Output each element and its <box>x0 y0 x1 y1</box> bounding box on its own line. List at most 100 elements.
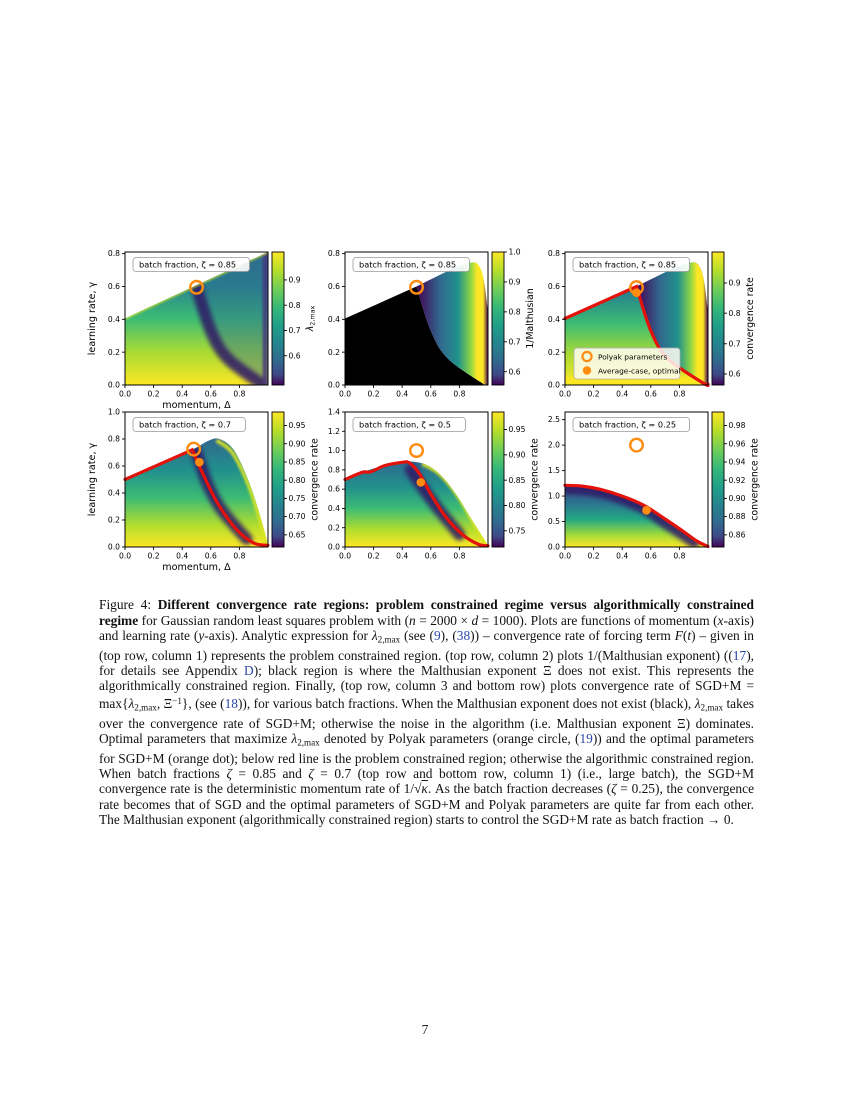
polyak-parameters-marker <box>186 441 202 457</box>
caption-segment: ) – given in (top row, column 1) represe… <box>99 627 754 663</box>
average-case-optimal-marker <box>195 457 204 467</box>
y-tick-label: 0.0 <box>328 381 340 390</box>
y-tick-label: 0.5 <box>548 517 560 526</box>
batch-fraction-label: batch fraction, ζ = 0.85 <box>579 260 676 270</box>
caption-segment: Different convergence rate regions: prob… <box>99 597 754 628</box>
colorbar-frame <box>491 251 505 386</box>
colorbar-tick-label: 0.80 <box>289 476 306 485</box>
x-tick-label: 0.2 <box>368 390 380 399</box>
caption-segment: λ <box>371 627 378 643</box>
red-boundary-line <box>343 460 490 548</box>
x-tick-label: 0.6 <box>205 552 217 561</box>
batch-fraction-box <box>132 417 246 432</box>
colorbar-tick-label: 0.7 <box>509 337 521 346</box>
x-tick-label: 0.8 <box>673 552 685 561</box>
average-case-optimal-marker <box>632 288 641 298</box>
colorbar-tick-label: 0.7 <box>729 339 741 348</box>
colorbar-tick-label: 0.8 <box>509 307 521 316</box>
colorbar-axis-label: convergence rate <box>529 438 540 521</box>
plot-frame <box>564 251 709 386</box>
colorbar-axis-label: 1/Malthusian <box>525 288 536 348</box>
caption-segment: Figure 4: <box>99 597 158 613</box>
caption-segment: ζ <box>226 766 232 782</box>
red-boundary-line <box>563 483 710 549</box>
reference-link[interactable]: 18 <box>224 695 238 711</box>
y-tick-label: 0.6 <box>108 462 120 471</box>
colorbar-tick-label: 0.85 <box>509 476 526 485</box>
legend-entry-label: Average-case, optimal <box>598 366 681 375</box>
plot-frame <box>564 411 709 548</box>
caption-segment: F <box>674 627 683 643</box>
y-tick-label: 0.8 <box>548 249 560 258</box>
colorbar: 0.6 0.7 0.8 0.9 λ2,max <box>271 251 317 386</box>
batch-fraction-label: batch fraction, ζ = 0.7 <box>139 420 231 430</box>
reference-link[interactable]: 17 <box>732 647 747 663</box>
plot-frame <box>344 251 489 386</box>
polyak-parameters-marker <box>629 437 645 453</box>
reference-link[interactable]: D <box>244 663 254 679</box>
colorbar-tick-label: 1.0 <box>509 248 521 257</box>
caption-segment: , Ξ <box>156 695 173 711</box>
x-tick-label: 0.0 <box>339 390 351 399</box>
colorbar-axis-label: convergence rate <box>749 438 760 521</box>
y-tick-label: 1.0 <box>548 492 560 501</box>
legend-filled-circle-icon <box>582 366 592 375</box>
colorbar-tick-label: 0.90 <box>509 450 526 459</box>
colorbar-tick-label: 0.8 <box>729 309 741 318</box>
batch-fraction-label: batch fraction, ζ = 0.25 <box>579 420 676 430</box>
x-tick-label: 0.4 <box>616 552 628 561</box>
colorbar-tick-label: 0.7 <box>289 326 301 335</box>
polyak-parameters-marker <box>188 279 204 295</box>
y-tick-label: 0.0 <box>548 381 560 390</box>
caption-segment: 2,max <box>134 702 157 713</box>
x-tick-label: 0.0 <box>339 552 351 561</box>
x-tick-label: 0.2 <box>588 390 600 399</box>
subplot-inv-malthusian-zeta085: 0.0 0.2 0.4 0.6 0.8 0.0 0.2 0.4 0.6 0.8 batch frac… <box>328 248 536 399</box>
caption-segment: λ <box>694 695 701 711</box>
polyak-parameters-marker <box>629 280 645 296</box>
y-tick-label: 1.0 <box>108 408 120 417</box>
colorbar-tick-label: 0.90 <box>729 494 746 503</box>
caption-segment: ζ <box>611 781 617 797</box>
y-tick-label: 0.2 <box>108 348 120 357</box>
x-tick-label: 0.8 <box>233 552 245 561</box>
caption-segment: ); black region is where the Malthusian … <box>99 663 754 711</box>
caption-segment: ), for details see Appendix <box>99 647 754 679</box>
colorbar-tick-label: 0.70 <box>289 512 306 521</box>
x-tick-label: 0.2 <box>148 390 160 399</box>
caption-segment: = 1000). Plots are functions of momentum… <box>478 612 718 628</box>
batch-fraction-label: batch fraction, ζ = 0.85 <box>359 260 456 270</box>
average-case-optimal-marker <box>642 506 651 515</box>
plot-frame <box>124 411 269 548</box>
caption-segment: = 0.25), the convergence rate becomes th… <box>99 781 755 827</box>
caption-segment: )) and the optimal parameters for SGD+M … <box>99 730 754 782</box>
malthusian-blob <box>636 262 708 385</box>
subplot-sgdm-rate-zeta025: 0.0 0.2 0.4 0.6 0.8 0.0 0.5 1.0 1.5 2.0 2.5 batch f… <box>548 411 760 561</box>
y-tick-label: 0.0 <box>328 543 340 552</box>
y-axis-label: learning rate, γ <box>87 281 98 355</box>
x-tick-label: 0.4 <box>176 390 188 399</box>
colorbar-frame <box>271 251 285 386</box>
reference-link[interactable]: 9 <box>433 627 441 643</box>
reference-link[interactable]: 38 <box>456 627 471 643</box>
reference-link[interactable]: 19 <box>579 730 593 746</box>
yellow-rim <box>215 438 268 544</box>
x-tick-label: 0.4 <box>396 390 408 399</box>
x-tick-label: 0.6 <box>205 390 217 399</box>
caption-segment: )) – convergence rate of forcing term <box>470 627 675 643</box>
caption-segment: )), for various batch fractions. When th… <box>237 695 695 711</box>
y-tick-label: 0.8 <box>108 435 120 444</box>
y-tick-label: 0.4 <box>108 489 120 498</box>
caption-segment: takes over the convergence rate of SGD+M… <box>99 695 754 746</box>
colorbar-gradient <box>492 252 504 385</box>
malthusian-blob <box>416 262 488 385</box>
yellow-bottom-strip <box>565 376 698 385</box>
y-tick-label: 0.8 <box>108 249 120 258</box>
blue-shade-overlay <box>196 252 268 385</box>
colorbar-tick-label: 0.90 <box>289 439 306 448</box>
colorbar-gradient <box>712 252 724 385</box>
caption-segment: denoted by Polyak parameters (orange cir… <box>319 730 580 746</box>
caption-segment: y <box>198 627 205 643</box>
y-tick-label: 0.6 <box>328 485 340 494</box>
figure-caption: Figure 4: Different convergence rate reg… <box>99 597 754 827</box>
